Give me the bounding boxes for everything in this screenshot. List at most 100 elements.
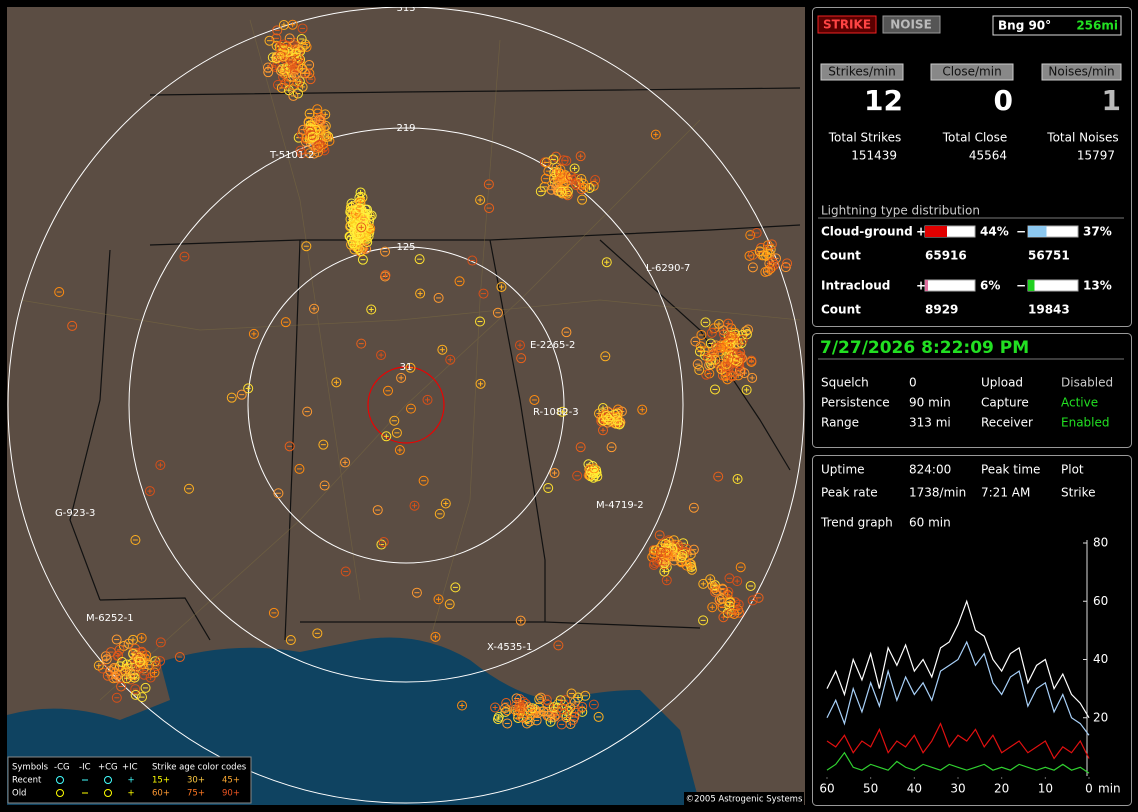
- legend-text: Recent: [12, 776, 42, 786]
- strike-circle: [297, 41, 308, 52]
- strike-symbol: [541, 694, 552, 705]
- noise-button-label[interactable]: NOISE: [890, 18, 932, 32]
- strike-symbol: [139, 669, 150, 680]
- strike-symbol: [566, 171, 577, 182]
- strike-symbol: [569, 697, 580, 708]
- strike-button[interactable]: [817, 15, 877, 34]
- strike-circle: [457, 700, 468, 711]
- strike-circle: [766, 239, 777, 250]
- strike-symbol: [566, 688, 577, 699]
- strike-circle: [718, 329, 729, 340]
- strike-symbol: [475, 378, 486, 389]
- strike-circle: [561, 327, 572, 338]
- x-tick-label: 0: [1085, 782, 1093, 796]
- strike-circle: [288, 71, 299, 82]
- strike-symbol: [541, 157, 552, 168]
- strike-symbol: [418, 475, 429, 486]
- strike-circle: [285, 635, 296, 646]
- strike-symbol: [307, 131, 318, 142]
- strike-circle: [277, 64, 288, 75]
- station-label: L-6290-7: [646, 263, 690, 274]
- strike-symbol: [67, 320, 78, 331]
- strike-circle: [151, 661, 162, 672]
- strike-symbol: [314, 114, 325, 125]
- strike-symbol: [492, 307, 503, 318]
- noise-button[interactable]: [882, 15, 941, 34]
- strike-symbol: [637, 404, 648, 415]
- strike-symbol: [352, 228, 363, 239]
- rate-header-box: [930, 63, 1014, 81]
- range-rings: [7, 7, 805, 804]
- strike-circle: [549, 711, 560, 722]
- strike-symbol: [116, 681, 127, 692]
- strike-circle: [345, 214, 356, 225]
- y-tick-label: 60: [1093, 594, 1108, 608]
- strike-circle: [557, 704, 568, 715]
- strike-symbol: [280, 66, 291, 77]
- range-ring: [7, 7, 805, 804]
- strike-circle: [580, 690, 591, 701]
- strike-circle: [698, 578, 709, 589]
- strike-symbol: [726, 331, 737, 342]
- strike-circle: [433, 292, 444, 303]
- strike-symbol: [747, 372, 758, 383]
- strike-symbol: [502, 705, 513, 716]
- strike-circle: [120, 666, 131, 677]
- status-panel: [812, 333, 1132, 448]
- strike-circle: [550, 151, 561, 162]
- total-label: Total Noises: [1046, 131, 1118, 145]
- strike-circle: [727, 371, 738, 382]
- field: Squelch: [821, 376, 869, 390]
- rates: Strikes/min 12 Total Strikes 151439 Close/mi…: [820, 63, 1122, 163]
- strike-symbol: [732, 576, 743, 587]
- strike-symbol: [415, 288, 426, 299]
- strike-circle: [502, 718, 513, 729]
- strike-circle: [111, 672, 122, 683]
- strike-circle: [262, 62, 273, 73]
- strike-symbol: [496, 281, 507, 292]
- strike-circle: [309, 303, 320, 314]
- strike-circle: [566, 688, 577, 699]
- strike-button-label[interactable]: STRIKE: [823, 18, 871, 32]
- legend-text: 60+: [152, 789, 170, 799]
- strike-circle: [305, 74, 316, 85]
- station-label: M-4719-2: [596, 500, 644, 511]
- strike-circle: [302, 406, 313, 417]
- strike-circle: [490, 702, 501, 713]
- strike-circle: [144, 486, 155, 497]
- strike-symbol: [450, 582, 461, 593]
- strike-circle: [437, 344, 448, 355]
- strike-symbol: [183, 483, 194, 494]
- distance: 256mi: [1076, 19, 1118, 33]
- strike-circle: [301, 241, 312, 252]
- legend-text: Strike age color codes: [152, 763, 247, 773]
- strike-circle: [760, 266, 771, 277]
- strike-circle: [284, 441, 295, 452]
- strike-circle: [300, 67, 311, 78]
- strike-circle: [706, 327, 717, 338]
- strike-symbol: [725, 596, 736, 607]
- rate-value: 0: [994, 84, 1013, 117]
- strike-symbol: [654, 530, 665, 541]
- strike-symbol: [484, 203, 495, 214]
- strike-symbol: [604, 415, 615, 426]
- strike-circle: [116, 681, 127, 692]
- strike-circle: [67, 320, 78, 331]
- strike-circle: [354, 203, 365, 214]
- strike-symbol: [718, 329, 729, 340]
- trend-line: [826, 751, 1090, 774]
- strike-symbol: [515, 615, 526, 626]
- strike-symbol: [287, 56, 298, 67]
- bearing: Bng 90°: [998, 19, 1051, 33]
- trend-title: Trend graph: [820, 516, 893, 530]
- strike-circle: [555, 175, 566, 186]
- x-tick-label: 20: [994, 782, 1009, 796]
- strike-symbol: [130, 689, 141, 700]
- strike-circle: [418, 475, 429, 486]
- strike-circle: [140, 682, 151, 693]
- strike-symbol: [268, 607, 279, 618]
- strike-circle: [753, 592, 764, 603]
- strike-symbol: [318, 139, 329, 150]
- strike-symbol: [754, 246, 765, 257]
- strike-circle: [378, 537, 389, 548]
